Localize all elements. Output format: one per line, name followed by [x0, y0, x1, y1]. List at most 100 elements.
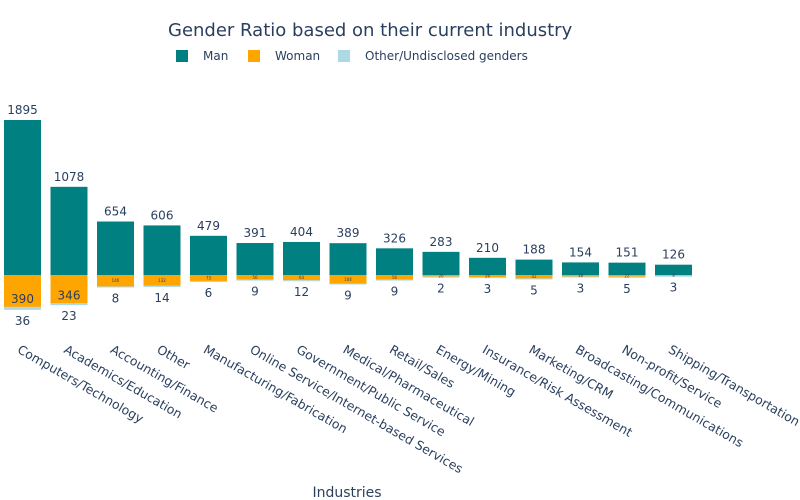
- label-other-broadcasting-communications: 3: [577, 281, 585, 295]
- bar-man-broadcasting-communications[interactable]: [562, 262, 599, 275]
- label-woman-accounting-finance: 140: [112, 278, 120, 283]
- label-other-retail-sales: 9: [391, 285, 399, 299]
- label-man-other: 606: [151, 208, 174, 222]
- label-other-computers-technology: 36: [15, 314, 30, 328]
- bar-other-accounting-finance[interactable]: [97, 286, 134, 288]
- bar-man-computers-technology[interactable]: [4, 120, 41, 275]
- data-labels: 1895390361078346236541408606132144797363…: [7, 103, 685, 328]
- bar-woman-broadcasting-communications[interactable]: [562, 275, 599, 277]
- label-woman-energy-mining: 20: [438, 273, 444, 278]
- label-man-computers-technology: 1895: [7, 103, 38, 117]
- label-man-insurance-risk-assessment: 210: [476, 241, 499, 255]
- bar-other-other[interactable]: [143, 285, 181, 287]
- bar-woman-insurance-risk-assessment[interactable]: [469, 275, 506, 278]
- label-woman-government-public-service: 64: [299, 275, 305, 280]
- bar-man-online-service-internet-based-services[interactable]: [236, 243, 274, 275]
- label-woman-marketing-crm: 42: [531, 274, 537, 279]
- label-other-insurance-risk-assessment: 3: [484, 282, 492, 296]
- label-other-shipping-transportation: 3: [670, 281, 678, 295]
- bar-other-government-public-service[interactable]: [283, 280, 320, 282]
- bar-man-medical-pharmaceutical[interactable]: [329, 243, 367, 275]
- label-man-accounting-finance: 654: [104, 205, 127, 219]
- label-woman-online-service-internet-based-services: 56: [252, 275, 258, 280]
- bar-woman-computers-technology[interactable]: [4, 275, 41, 307]
- bar-woman-medical-pharmaceutical[interactable]: [329, 275, 367, 284]
- label-other-accounting-finance: 8: [112, 291, 120, 305]
- label-man-shipping-transportation: 126: [662, 248, 685, 262]
- bar-woman-retail-sales[interactable]: [376, 275, 413, 280]
- bar-man-government-public-service[interactable]: [283, 241, 320, 275]
- bar-man-retail-sales[interactable]: [376, 248, 413, 275]
- bar-man-accounting-finance[interactable]: [97, 221, 134, 275]
- bar-woman-other[interactable]: [143, 275, 181, 286]
- x-axis-title: Industries: [312, 485, 381, 500]
- bar-other-medical-pharmaceutical[interactable]: [329, 283, 367, 285]
- bar-other-marketing-crm[interactable]: [515, 278, 553, 280]
- bar-woman-marketing-crm[interactable]: [515, 275, 553, 279]
- label-other-other: 14: [154, 291, 169, 305]
- bar-man-energy-mining[interactable]: [422, 251, 460, 275]
- bar-other-manufacturing-fabrication[interactable]: [190, 280, 227, 282]
- bar-other-energy-mining[interactable]: [422, 276, 460, 278]
- bar-other-computers-technology[interactable]: [4, 306, 41, 310]
- bar-man-manufacturing-fabrication[interactable]: [190, 235, 227, 275]
- label-woman-other: 132: [158, 278, 166, 283]
- label-woman-manufacturing-fabrication: 73: [206, 275, 212, 280]
- bar-woman-energy-mining[interactable]: [422, 275, 460, 277]
- label-woman-academics-education: 346: [58, 288, 81, 302]
- label-man-government-public-service: 404: [290, 225, 313, 239]
- label-other-non-profit-service: 5: [623, 282, 631, 296]
- label-woman-retail-sales: 56: [392, 275, 398, 280]
- bar-other-non-profit-service[interactable]: [608, 276, 646, 278]
- label-man-energy-mining: 283: [430, 235, 453, 249]
- bar-woman-manufacturing-fabrication[interactable]: [190, 275, 227, 281]
- legend-label-man[interactable]: Man: [203, 49, 228, 63]
- bar-man-academics-education[interactable]: [50, 186, 88, 275]
- label-man-marketing-crm: 188: [523, 243, 546, 257]
- label-man-retail-sales: 326: [383, 231, 406, 245]
- label-man-manufacturing-fabrication: 479: [197, 219, 220, 233]
- label-man-broadcasting-communications: 154: [569, 245, 592, 259]
- bar-other-insurance-risk-assessment[interactable]: [469, 277, 506, 279]
- label-man-online-service-internet-based-services: 391: [244, 226, 267, 240]
- label-other-government-public-service: 12: [294, 285, 309, 299]
- legend-swatch-other-undisclosed-genders[interactable]: [338, 50, 350, 62]
- chart-title: Gender Ratio based on their current indu…: [168, 20, 573, 41]
- bar-other-broadcasting-communications[interactable]: [562, 276, 599, 278]
- label-other-online-service-internet-based-services: 9: [251, 285, 259, 299]
- bar-woman-online-service-internet-based-services[interactable]: [236, 275, 274, 280]
- bar-other-shipping-transportation[interactable]: [655, 275, 692, 277]
- bar-woman-accounting-finance[interactable]: [97, 275, 134, 287]
- legend: Man Woman Other/Undisclosed genders: [176, 49, 528, 63]
- bar-other-online-service-internet-based-services[interactable]: [236, 279, 274, 281]
- label-woman-computers-technology: 390: [11, 292, 34, 306]
- bar-man-other[interactable]: [143, 225, 181, 275]
- legend-swatch-woman[interactable]: [248, 50, 260, 62]
- label-woman-non-profit-service: 22: [624, 273, 630, 278]
- bar-other-academics-education[interactable]: [50, 303, 88, 306]
- bar-other-retail-sales[interactable]: [376, 279, 413, 281]
- label-woman-medical-pharmaceutical: 104: [344, 277, 352, 282]
- legend-swatch-man[interactable]: [176, 50, 188, 62]
- label-other-manufacturing-fabrication: 6: [205, 286, 213, 300]
- x-tick-labels: Computers/TechnologyAcademics/EducationA…: [15, 342, 800, 477]
- legend-label-woman[interactable]: Woman: [275, 49, 320, 63]
- bar-man-non-profit-service[interactable]: [608, 262, 646, 275]
- label-woman-insurance-risk-assessment: 26: [485, 274, 491, 279]
- bar-woman-non-profit-service[interactable]: [608, 275, 646, 277]
- bar-man-insurance-risk-assessment[interactable]: [469, 257, 506, 275]
- label-woman-broadcasting-communications: 18: [578, 273, 584, 278]
- bar-woman-academics-education[interactable]: [50, 275, 88, 304]
- bar-man-shipping-transportation[interactable]: [655, 264, 692, 275]
- label-woman-shipping-transportation: 9: [672, 273, 675, 278]
- bar-woman-shipping-transportation[interactable]: [655, 275, 692, 276]
- label-other-energy-mining: 2: [437, 282, 445, 296]
- bar-woman-government-public-service[interactable]: [283, 275, 320, 281]
- bar-man-marketing-crm[interactable]: [515, 259, 553, 275]
- bars: [4, 120, 692, 310]
- legend-label-other-undisclosed-genders[interactable]: Other/Undisclosed genders: [365, 49, 528, 63]
- label-other-marketing-crm: 5: [530, 283, 538, 297]
- label-man-non-profit-service: 151: [616, 246, 639, 260]
